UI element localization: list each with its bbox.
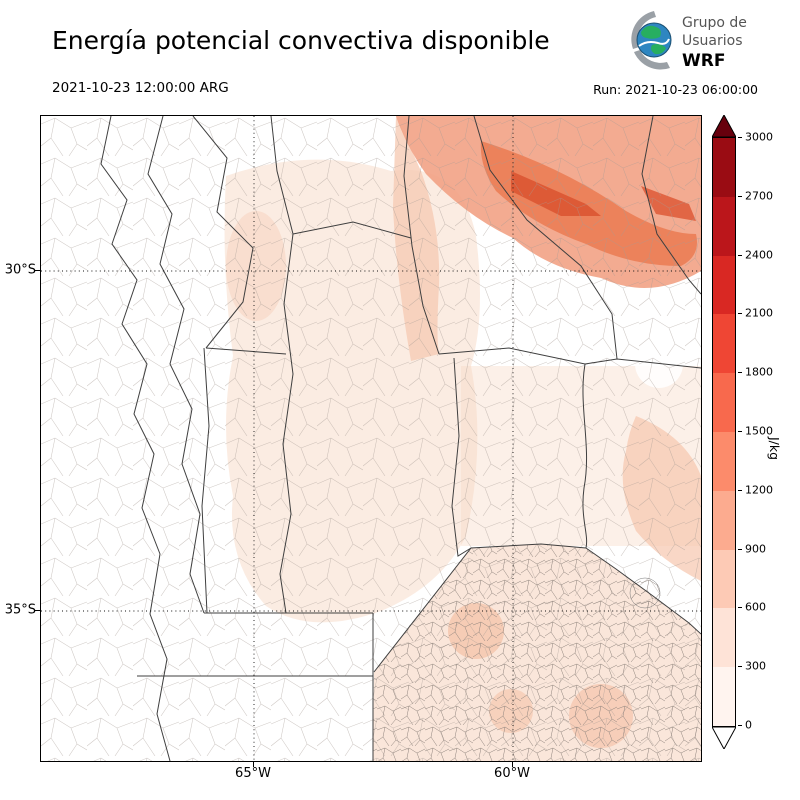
- logo-text-line1: Grupo de: [682, 15, 747, 31]
- lon-tick-60w: [512, 761, 513, 767]
- colorbar-under-arrow: [712, 727, 736, 749]
- lat-tick-30s: [34, 270, 40, 271]
- province-boundaries: [100, 116, 701, 761]
- map-svg: [41, 116, 701, 761]
- colorbar-over-arrow: [712, 115, 736, 137]
- lat-tick-35s: [34, 610, 40, 611]
- lon-tick-65w: [253, 761, 254, 767]
- run-time-label: Run: 2021-10-23 06:00:00: [593, 82, 758, 97]
- colorbar-segment: [713, 196, 735, 256]
- lon-label-60w: 60°W: [494, 766, 530, 781]
- colorbar-segment: [713, 431, 735, 491]
- colorbar-segment: [713, 373, 735, 432]
- lat-label-35s: 35°S: [4, 602, 36, 618]
- colorbar-segment: [713, 490, 735, 550]
- colorbar-segment: [713, 549, 735, 609]
- colorbar-segment: [713, 138, 735, 197]
- colorbar-segment: [713, 608, 735, 668]
- globe-icon: [631, 11, 672, 70]
- colorbar-units-label: J/kg: [767, 437, 782, 461]
- wrf-users-group-logo: Grupo de Usuarios WRF: [631, 11, 747, 71]
- logo-text-line2: Usuarios: [682, 33, 743, 49]
- valid-time-label: 2021-10-23 12:00:00 ARG: [52, 80, 229, 96]
- colorbar-ticks: 3000 2700 2400 2100 1800 1500 1200 900 600 300 0: [738, 131, 788, 732]
- graticule: [41, 116, 701, 761]
- colorbar-segment: [713, 314, 735, 374]
- logo-text-line3: WRF: [682, 51, 725, 71]
- lat-label-30s: 30°S: [4, 262, 36, 278]
- page-title: Energía potencial convectiva disponible: [52, 26, 550, 55]
- colorbar-segment: [713, 667, 735, 726]
- map-frame: [40, 115, 702, 762]
- colorbar-bar: [712, 137, 736, 727]
- lon-label-65w: 65°W: [235, 766, 271, 781]
- colorbar-segment: [713, 255, 735, 315]
- department-boundaries: [41, 116, 701, 761]
